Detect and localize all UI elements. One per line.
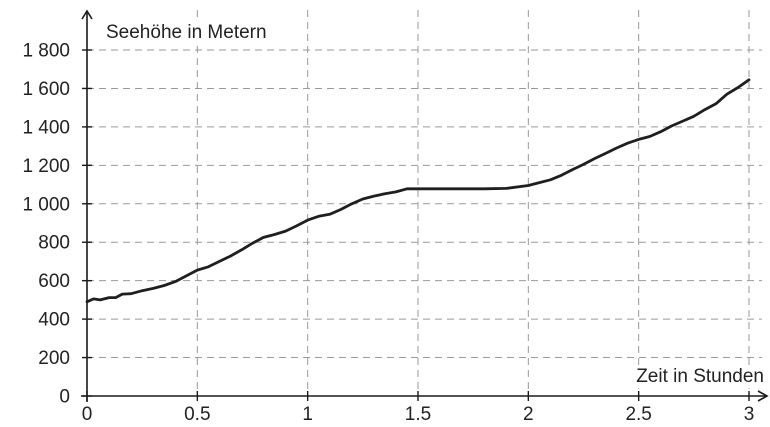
x-axis-title-background	[633, 365, 767, 388]
x-tick-label: 0.5	[184, 404, 210, 425]
x-tick-label: 1.5	[405, 404, 431, 425]
y-tick-label: 1 400	[22, 117, 70, 138]
y-tick-label: 1 800	[22, 41, 70, 62]
x-axis-arrow	[757, 390, 769, 402]
x-tick-label: 2	[523, 404, 534, 425]
y-tick-label: 400	[38, 310, 70, 331]
y-axis-title-background	[103, 21, 270, 44]
y-axis-arrow	[81, 9, 93, 20]
x-tick-label: 3	[744, 404, 755, 425]
y-tick-label: 800	[38, 233, 70, 254]
x-tick-label: 2.5	[625, 404, 651, 425]
y-tick-label: 600	[38, 271, 70, 292]
ticks: 0 200 400 600 800 1 000 1 200 1 400 1 600 1 800 0 0…	[22, 41, 754, 426]
x-axis-title: Zeit in Stunden	[636, 366, 764, 387]
y-tick-label: 1 600	[22, 79, 70, 100]
x-tick-label: 0	[82, 404, 93, 425]
y-tick-label: 1 200	[22, 156, 70, 177]
y-tick-label: 0	[59, 387, 70, 408]
x-tick-label: 1	[302, 404, 313, 425]
series-layer	[85, 78, 751, 304]
axes	[81, 9, 769, 402]
grid	[87, 10, 762, 396]
y-tick-label: 1 000	[22, 194, 70, 215]
y-axis-title: Seehöhe in Metern	[106, 22, 267, 43]
elevation-line	[85, 78, 751, 304]
y-tick-label: 200	[38, 348, 70, 369]
